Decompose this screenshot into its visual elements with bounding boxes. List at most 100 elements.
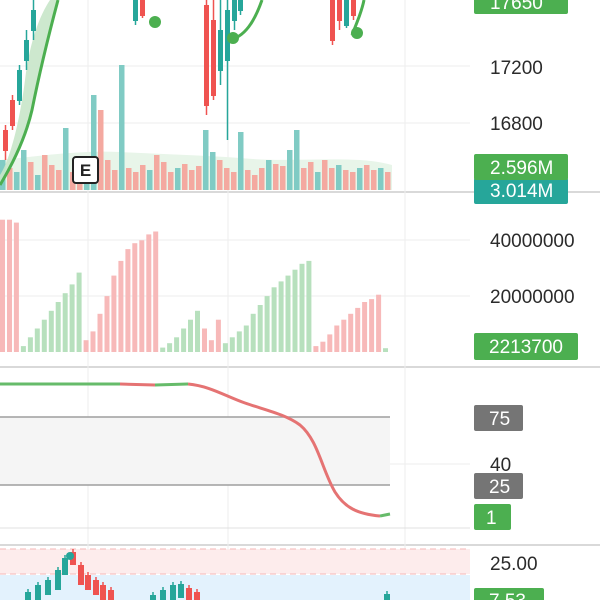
- volume-value-badge: 2213700: [474, 333, 578, 360]
- histogram-bar: [236, 331, 242, 352]
- histogram-bar: [90, 331, 96, 352]
- candle: [140, 0, 145, 16]
- histogram-bar: [222, 343, 228, 352]
- volume-bar: [217, 160, 223, 190]
- volume-bar: [231, 172, 237, 190]
- event-marker[interactable]: E: [72, 156, 99, 184]
- volume-bar: [175, 168, 181, 190]
- candle: [344, 0, 349, 26]
- histogram-bar: [153, 231, 159, 352]
- histogram-bar: [327, 334, 333, 352]
- histogram-bar: [146, 234, 152, 352]
- histogram-bar: [320, 341, 326, 352]
- histogram-bar: [334, 325, 340, 352]
- candle: [31, 10, 36, 31]
- svg-text:75: 75: [489, 409, 510, 430]
- candle: [24, 40, 29, 61]
- volume-bar: [378, 168, 384, 190]
- band-line-left: [0, 0, 60, 186]
- volume-axis-label: 20000000: [490, 287, 575, 308]
- volume-bar: [238, 132, 244, 190]
- histogram-bar: [167, 343, 173, 352]
- volume-bar: [133, 172, 139, 190]
- volume-bar: [21, 150, 27, 190]
- volume-bar: [14, 172, 20, 190]
- volume-bar: [105, 160, 111, 190]
- candle: [337, 0, 342, 21]
- candle: [218, 30, 223, 71]
- volume-bar: [336, 165, 342, 190]
- histogram-bar: [174, 337, 180, 352]
- histogram-bar: [76, 272, 82, 352]
- candle: [133, 0, 138, 21]
- price-axis-label: 16800: [490, 114, 543, 135]
- oscillator-pane[interactable]: 40 75 25 1: [0, 382, 523, 530]
- svg-text:1: 1: [486, 508, 497, 529]
- volume-bar: [343, 170, 349, 190]
- volume-bar: [252, 175, 258, 190]
- volume-bar: [35, 175, 41, 190]
- histogram-bar: [62, 293, 68, 352]
- bottom-candles: [25, 549, 390, 600]
- histogram-bars: [0, 219, 388, 352]
- candle: [25, 592, 31, 600]
- histogram-bar: [48, 310, 54, 352]
- volume-bar: [42, 155, 48, 190]
- volume-bar: [7, 168, 13, 190]
- histogram-bar: [181, 328, 187, 352]
- histogram-bar: [348, 313, 354, 352]
- price-badge: 17650: [474, 0, 568, 14]
- candle: [170, 585, 176, 600]
- volume-bar: [203, 130, 209, 190]
- candle: [232, 0, 237, 21]
- histogram-bar: [202, 328, 207, 352]
- signal-dot: [227, 32, 239, 44]
- volume-bar: [28, 162, 34, 190]
- volume-bar: [350, 172, 356, 190]
- histogram-bar: [132, 243, 138, 352]
- histogram-bar: [257, 305, 263, 352]
- histogram-bar: [13, 222, 19, 352]
- volume-bar: [56, 170, 62, 190]
- histogram-bar: [208, 340, 214, 352]
- histogram-bar: [104, 296, 110, 352]
- volume-bar: [273, 164, 279, 190]
- histogram-bar: [376, 294, 382, 352]
- histogram-bar: [34, 328, 40, 352]
- volume-pane[interactable]: 40000000 20000000 2213700: [0, 219, 578, 360]
- price-pane[interactable]: E 17200 16800 17650 3.014M 2.596M: [0, 0, 568, 204]
- volume-bar: [364, 165, 370, 190]
- candle: [3, 130, 8, 151]
- histogram-bar: [250, 313, 256, 352]
- histogram-bar: [83, 340, 89, 352]
- svg-text:17650: 17650: [490, 0, 543, 14]
- candle: [211, 20, 216, 96]
- histogram-bar: [313, 346, 319, 352]
- candle: [17, 70, 22, 101]
- volume-bar: [161, 162, 167, 190]
- candle: [186, 588, 192, 600]
- oscillator-band: [0, 417, 390, 485]
- histogram-bar: [111, 275, 117, 352]
- svg-text:25: 25: [489, 477, 510, 498]
- volume-bar: [189, 170, 195, 190]
- volume-bar: [280, 166, 286, 190]
- volume-bar: [154, 155, 160, 190]
- event-marker-label: E: [80, 161, 91, 180]
- volume-bar: [245, 170, 251, 190]
- upper-level-badge: 75: [474, 405, 523, 431]
- volume-badge: 2.596M: [474, 154, 568, 180]
- candle: [238, 0, 243, 11]
- volume-bar: [329, 168, 335, 190]
- histogram-bar: [55, 302, 61, 352]
- histogram-bar: [20, 346, 26, 352]
- candle: [160, 590, 166, 600]
- candle: [35, 585, 41, 600]
- candle: [55, 570, 61, 590]
- histogram-bar: [243, 325, 249, 352]
- volume-axis-label: 40000000: [490, 231, 575, 252]
- bottom-pane[interactable]: 25.00 7.53: [0, 548, 544, 600]
- candle: [194, 592, 200, 600]
- histogram-bar: [306, 260, 312, 352]
